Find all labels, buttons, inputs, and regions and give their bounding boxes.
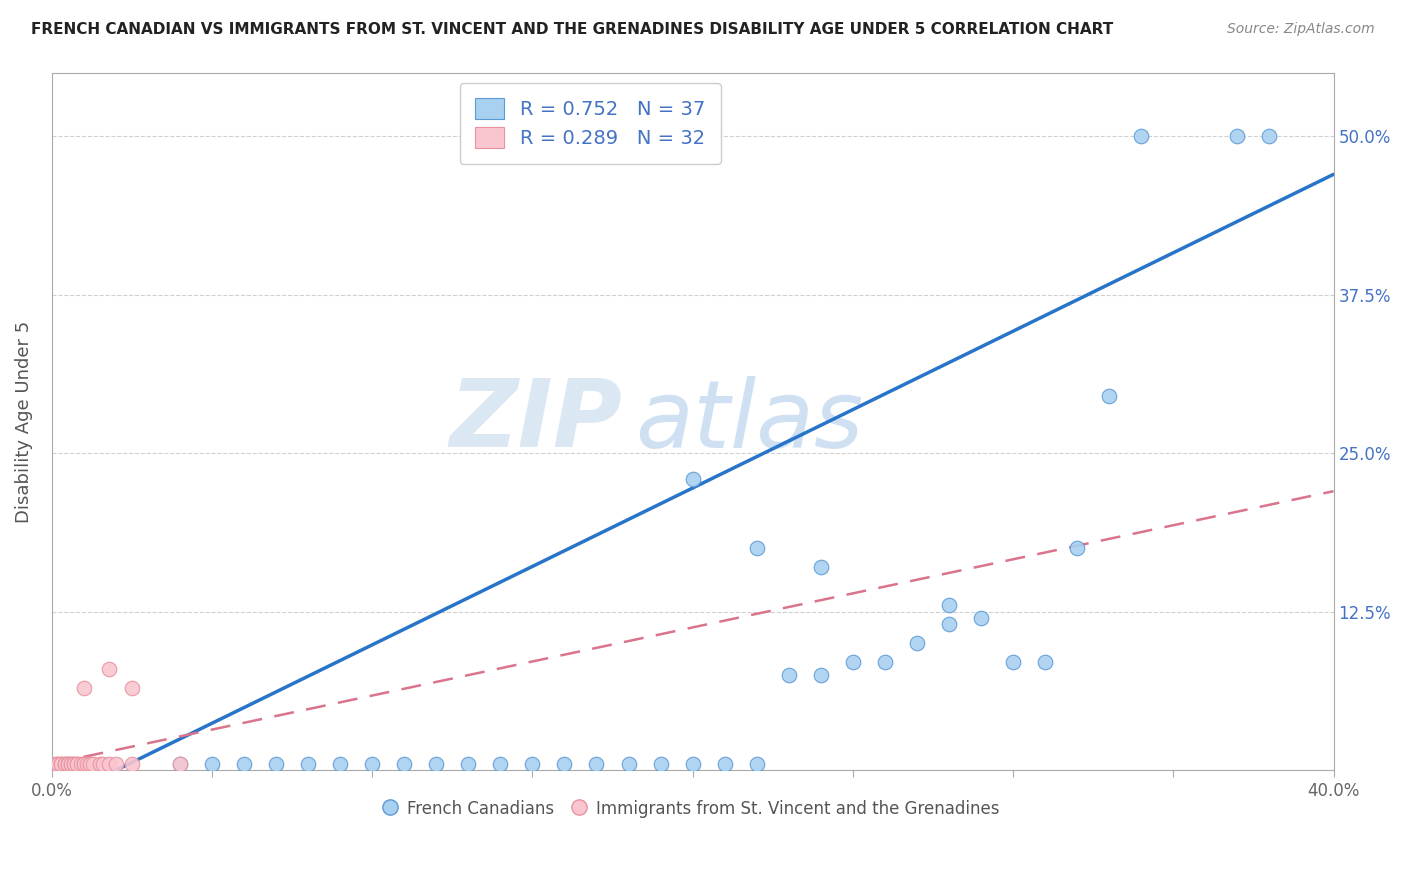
Point <box>1130 129 1153 144</box>
Point <box>53 756 76 771</box>
Point <box>98 662 121 676</box>
Point <box>66 756 89 771</box>
Point <box>76 756 98 771</box>
Point <box>63 756 86 771</box>
Point <box>905 636 928 650</box>
Point <box>79 756 101 771</box>
Point <box>233 756 256 771</box>
Point <box>56 756 79 771</box>
Point <box>617 756 640 771</box>
Point <box>56 756 79 771</box>
Point <box>810 668 832 682</box>
Point <box>79 756 101 771</box>
Point <box>457 756 479 771</box>
Point <box>1258 129 1281 144</box>
Point <box>938 617 960 632</box>
Point <box>682 756 704 771</box>
Point <box>98 756 121 771</box>
Point <box>63 756 86 771</box>
Point <box>489 756 512 771</box>
Point <box>970 611 993 625</box>
Point <box>522 756 544 771</box>
Text: ZIP: ZIP <box>450 376 621 467</box>
Point <box>842 655 865 669</box>
Point <box>59 756 82 771</box>
Point <box>73 756 96 771</box>
Point <box>51 756 73 771</box>
Point <box>682 471 704 485</box>
Point <box>1098 389 1121 403</box>
Point <box>1033 655 1056 669</box>
Point <box>73 681 96 695</box>
Point <box>394 756 416 771</box>
Point <box>51 756 73 771</box>
Point <box>121 756 143 771</box>
Point <box>1002 655 1025 669</box>
Point <box>425 756 447 771</box>
Point <box>82 756 104 771</box>
Point <box>104 756 127 771</box>
Point <box>46 756 69 771</box>
Text: FRENCH CANADIAN VS IMMIGRANTS FROM ST. VINCENT AND THE GRENADINES DISABILITY AGE: FRENCH CANADIAN VS IMMIGRANTS FROM ST. V… <box>31 22 1114 37</box>
Point <box>1226 129 1249 144</box>
Point <box>89 756 111 771</box>
Point <box>66 756 89 771</box>
Point <box>169 756 191 771</box>
Point <box>553 756 575 771</box>
Point <box>650 756 672 771</box>
Point <box>873 655 896 669</box>
Point <box>585 756 607 771</box>
Point <box>59 756 82 771</box>
Point <box>810 560 832 574</box>
Point <box>264 756 287 771</box>
Point <box>201 756 224 771</box>
Point <box>69 756 91 771</box>
Point <box>1066 541 1088 556</box>
Legend: French Canadians, Immigrants from St. Vincent and the Grenadines: French Canadians, Immigrants from St. Vi… <box>380 793 1007 824</box>
Text: Source: ZipAtlas.com: Source: ZipAtlas.com <box>1227 22 1375 37</box>
Text: atlas: atlas <box>636 376 863 467</box>
Point <box>73 756 96 771</box>
Point <box>938 599 960 613</box>
Y-axis label: Disability Age Under 5: Disability Age Under 5 <box>15 320 32 523</box>
Point <box>713 756 735 771</box>
Point <box>53 756 76 771</box>
Point <box>169 756 191 771</box>
Point <box>91 756 114 771</box>
Point <box>297 756 319 771</box>
Point <box>361 756 384 771</box>
Point <box>44 756 66 771</box>
Point <box>121 681 143 695</box>
Point <box>745 756 768 771</box>
Point <box>329 756 352 771</box>
Point <box>778 668 800 682</box>
Point <box>46 756 69 771</box>
Point <box>56 756 79 771</box>
Point <box>745 541 768 556</box>
